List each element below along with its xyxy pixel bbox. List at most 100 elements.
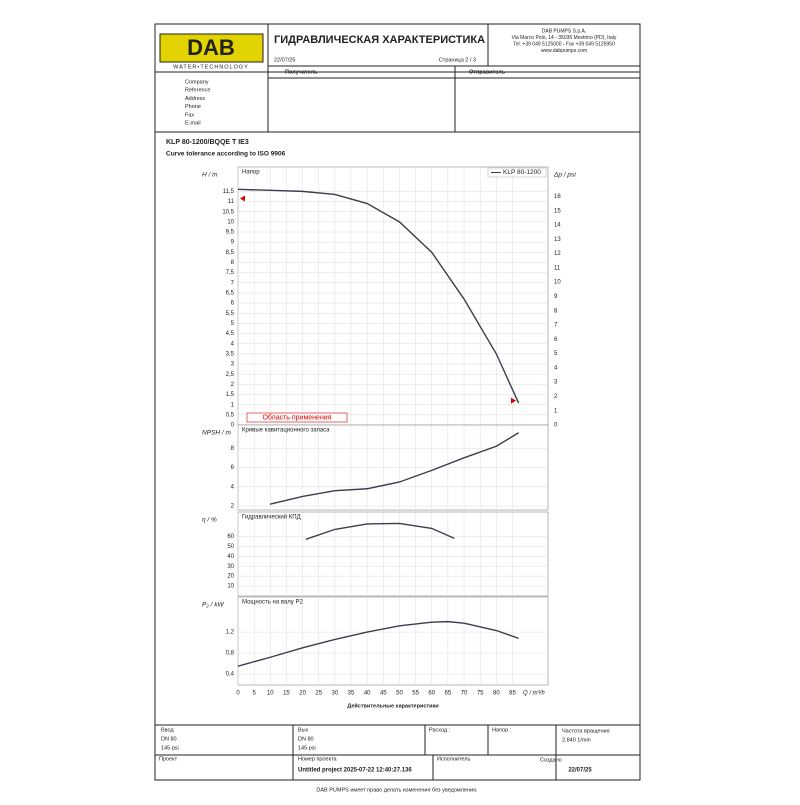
company: DAB PUMPS S.p.A.Via Marco Polo, 14 - 350… xyxy=(512,28,617,54)
y-axis-title: P₂ / kW xyxy=(202,602,224,609)
range-marker xyxy=(511,397,516,404)
y-tick-label: 10 xyxy=(227,584,234,590)
field-label: Address xyxy=(185,96,205,102)
y-tick-label: 30 xyxy=(227,564,234,570)
footer-head: Напор : xyxy=(492,727,512,733)
y-tick-label: 9,5 xyxy=(226,230,235,236)
y-tick-label: 0,8 xyxy=(226,651,235,657)
y-tick-label: 2,5 xyxy=(226,372,235,378)
y2-tick-label: 8 xyxy=(554,308,558,314)
sender: Отправитель xyxy=(469,69,506,75)
y-tick-label: 20 xyxy=(227,574,234,580)
field-label: Company xyxy=(185,79,209,85)
y-tick-label: 2 xyxy=(231,382,235,388)
y-tick-label: 10 xyxy=(227,219,234,225)
field-label: Phone xyxy=(185,104,201,110)
footer-created-value: 22/07/25 xyxy=(568,768,592,774)
y-tick-label: 1,5 xyxy=(226,392,235,398)
y-axis-title: η / % xyxy=(202,517,217,524)
company-line: DAB PUMPS S.p.A. xyxy=(542,28,586,34)
company-line: Tel. +39 049 5125000 - Fax +39 049 51259… xyxy=(513,41,615,47)
y-tick-label: 5,5 xyxy=(226,311,235,317)
plot-area xyxy=(237,596,549,686)
x-tick-label: 40 xyxy=(364,691,371,697)
company-line: www.dabpumps.com xyxy=(541,48,587,54)
x-tick-label: 65 xyxy=(445,691,452,697)
x-tick-label: 20 xyxy=(299,691,306,697)
x-tick-label: 0 xyxy=(236,691,240,697)
footer-project: Проект xyxy=(159,756,178,762)
range-box xyxy=(246,412,348,423)
y2-tick-label: 5 xyxy=(554,351,558,357)
footer-flow: Расход : xyxy=(429,727,451,733)
curve xyxy=(237,620,519,667)
y-tick-label: 60 xyxy=(227,534,234,540)
y2-tick-label: 0 xyxy=(554,423,558,429)
plot-area xyxy=(237,511,549,597)
field-label: E-mail xyxy=(185,120,201,126)
footer-outlet: Вых xyxy=(298,727,309,733)
y-tick-label: 7 xyxy=(231,280,235,286)
y2-tick-label: 14 xyxy=(554,223,561,229)
y-tick-label: 11 xyxy=(228,199,235,205)
x-tick-label: 60 xyxy=(428,691,435,697)
y-axis-title: H / m xyxy=(202,172,218,179)
y-tick-label: 50 xyxy=(227,544,234,550)
y-tick-label: 6 xyxy=(231,301,235,307)
x-axis-title: Q / m³/h xyxy=(523,691,545,697)
footer-speed: Частота вращения xyxy=(562,728,610,734)
y-tick-label: 7,5 xyxy=(226,270,235,276)
y-tick-label: 0 xyxy=(231,423,235,429)
y-tick-label: 1,2 xyxy=(226,630,235,636)
panel-title: Кривые кавитационного запаса xyxy=(242,428,330,434)
y2-tick-label: 10 xyxy=(554,280,561,286)
footer-project-label: Номер проекта xyxy=(298,756,338,762)
note: DAB PUMPS имеет право делать изменения б… xyxy=(316,787,478,793)
x-tick-label: 45 xyxy=(380,691,387,697)
footer: Ввод DN 80 145 psi Вых DN 80 145 psi Частота в… xyxy=(159,727,610,773)
legend-label: KLP 80-1200 xyxy=(503,169,541,176)
field-label: Fax xyxy=(185,112,194,118)
y2-tick-label: 2 xyxy=(554,394,558,400)
x-tick-label: 25 xyxy=(315,691,322,697)
y-tick-label: 3 xyxy=(231,362,235,368)
y2-tick-label: 13 xyxy=(554,237,561,243)
y-tick-label: 9 xyxy=(231,240,235,246)
footer-author: Исполнитель xyxy=(437,756,470,762)
x-tick-label: 75 xyxy=(477,691,484,697)
x-tick-label: 85 xyxy=(509,691,516,697)
x-tick-label: 30 xyxy=(332,691,339,697)
footer-created-label: Создано xyxy=(540,757,562,763)
recipient: Получатель xyxy=(285,69,318,75)
range-marker xyxy=(240,195,245,202)
x-tick-label: 80 xyxy=(493,691,500,697)
curve xyxy=(237,188,520,404)
panel-title: Мощность на валу P2 xyxy=(242,600,303,606)
fields: Company Reference Address Phone Fax E-mail xyxy=(185,79,210,126)
x-tick-label: 70 xyxy=(461,691,468,697)
y2-tick-label: 3 xyxy=(554,380,558,386)
panel-title: Гидравлический КПД xyxy=(242,514,301,521)
y-tick-label: 1 xyxy=(231,402,235,408)
y2-tick-label: 1 xyxy=(554,408,558,414)
y-tick-label: 8 xyxy=(231,446,235,452)
y2-tick-label: 12 xyxy=(554,251,561,257)
footer-outlet: DN 80 xyxy=(298,736,314,742)
footer-outlet: 145 psi xyxy=(298,745,316,751)
x-tick-label: 15 xyxy=(283,691,290,697)
y2-tick-label: 7 xyxy=(554,323,558,329)
logo-sub: WATER•TECHNOLOGY xyxy=(173,64,249,70)
page-number: Страница 2 / 3 xyxy=(439,57,476,63)
footer-inlet: DN 80 xyxy=(161,736,177,742)
y2-tick-label: 6 xyxy=(554,337,558,343)
y-tick-label: 6 xyxy=(231,465,235,471)
doc-title: ГИДРАВЛИЧЕСКАЯ ХАРАКТЕРИСТИКА xyxy=(274,34,485,46)
panel-title: Напор xyxy=(242,170,260,176)
pump-model: KLP 80-1200/BQQE T IE3 xyxy=(166,139,249,146)
logo-box xyxy=(159,33,264,63)
tolerance: Curve tolerance according to ISO 9906 xyxy=(166,151,286,158)
charts: 00,511,522,533,544,555,566,577,588,599,5… xyxy=(202,166,576,709)
y-tick-label: 8,5 xyxy=(226,250,235,256)
y2-tick-label: 11 xyxy=(554,265,561,271)
